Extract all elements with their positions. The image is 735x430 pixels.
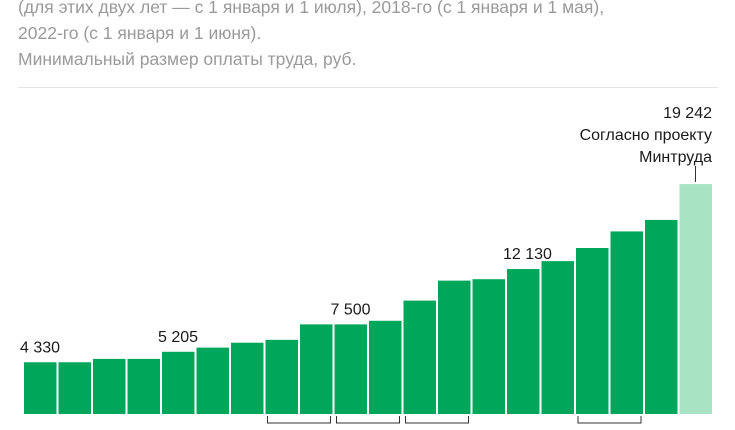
year-bracket: [267, 416, 331, 424]
bar: [507, 269, 540, 414]
bar: [231, 342, 264, 414]
bar: [162, 351, 195, 414]
bar: [610, 231, 643, 414]
annotation-label: Минтруда: [639, 149, 712, 166]
description-line: (для этих двух лет — с 1 января и 1 июля…: [18, 0, 605, 17]
description-line: 2022-го (с 1 января и 1 июня).: [18, 23, 262, 43]
data-label: 5 205: [158, 329, 198, 346]
bar: [472, 279, 505, 414]
bar: [127, 358, 160, 414]
bar: [265, 339, 298, 414]
bar: [403, 300, 436, 414]
bar: [576, 248, 609, 414]
bar: [369, 320, 402, 414]
data-label: 19 242: [663, 105, 712, 122]
year-bracket: [577, 416, 642, 424]
data-label: 4 330: [20, 339, 60, 356]
bar: [541, 261, 574, 414]
data-label: 7 500: [331, 301, 371, 318]
projected-bar: [679, 184, 712, 414]
data-label: 12 130: [503, 246, 552, 263]
bar: [300, 324, 333, 414]
year-bracket: [405, 416, 469, 424]
bar: [196, 347, 229, 414]
year-bracket: [336, 416, 400, 424]
chart-description: (для этих двух лет — с 1 января и 1 июля…: [18, 0, 718, 72]
divider: [18, 87, 718, 88]
annotation-label: Согласно проекту: [580, 127, 712, 144]
chart-subtitle: Минимальный размер оплаты труда, руб.: [18, 49, 357, 69]
bar: [334, 324, 367, 414]
bar: [58, 362, 91, 414]
bar: [645, 219, 678, 414]
bar: [24, 362, 57, 414]
bar: [438, 280, 471, 414]
bar: [93, 358, 126, 414]
